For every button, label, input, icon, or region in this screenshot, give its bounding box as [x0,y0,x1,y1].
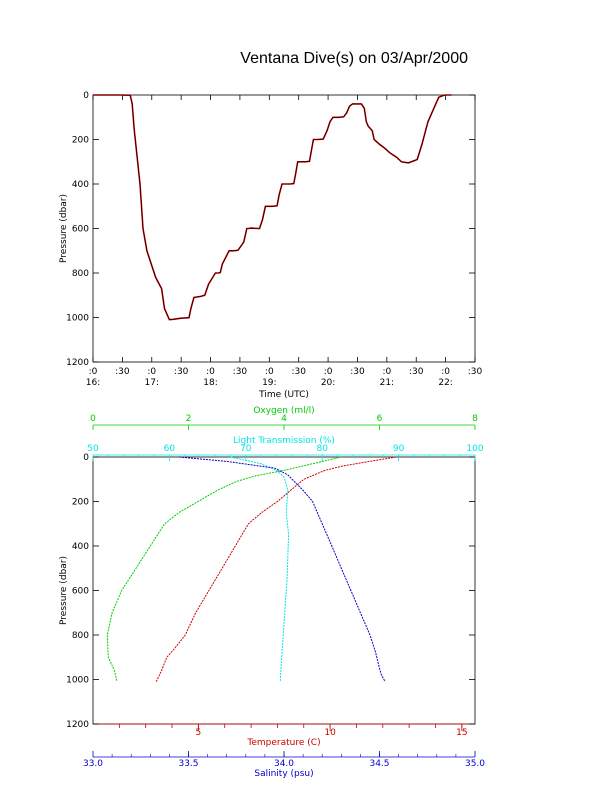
x-hour-label: 20: [321,378,335,388]
y-tick-label: 400 [72,180,89,190]
x-tick-label: :0 [382,367,391,377]
oxygen-tick-label: 4 [281,414,287,424]
oxygen-tick-label: 0 [90,414,96,424]
x-tick-label: :0 [206,367,215,377]
x-axis-label: Time (UTC) [258,390,309,400]
x-tick-label: :0 [265,367,274,377]
time-pressure-chart: 020040060080010001200:0:30:0:30:0:30:0:3… [59,91,483,400]
x-tick-label: :0 [147,367,156,377]
x-hour-label: 19: [262,378,276,388]
x-tick-label: :30 [174,367,189,377]
x-hour-label: 16: [86,378,100,388]
y-tick-label: 200 [72,498,89,508]
x-hour-label: 21: [380,378,394,388]
light-tick-label: 100 [466,444,483,454]
y-tick-label: 1000 [66,314,89,324]
y-tick-label: 1000 [66,676,89,686]
salinity-profile-line [178,456,386,682]
temperature-profile-line [155,456,397,682]
light-profile-line [230,456,290,682]
y-tick-label: 1200 [66,358,89,368]
salinity-axis-label: Salinity (psu) [254,769,313,779]
light-axis-label: Light Transmission (%) [233,436,335,446]
x-hour-label: 22: [438,378,452,388]
salinity-tick-label: 34.0 [274,759,294,769]
page-title: Ventana Dive(s) on 03/Apr/2000 [240,50,468,67]
temperature-tick-label: 15 [456,728,467,738]
x-tick-label: :0 [441,367,450,377]
x-tick-label: :30 [233,367,248,377]
y-axis-label: Pressure (dbar) [59,194,69,263]
y-tick-label: 600 [72,225,89,235]
oxygen-axis-label: Oxygen (ml/l) [253,406,314,416]
oxygen-tick-label: 6 [377,414,383,424]
y-tick-label: 0 [83,91,89,101]
pressure-series-line [93,94,452,321]
y-tick-label: 200 [72,136,89,146]
profile-chart: 0 200 400 600 800 1000 1200 Pressure (dbar) 0 2 4 6… [59,406,485,779]
salinity-tick-label: 34.5 [369,759,389,769]
y-axis-label: Pressure (dbar) [59,556,69,625]
x-tick-label: :30 [350,367,365,377]
salinity-tick-label: 33.0 [83,759,103,769]
salinity-tick-label: 35.0 [465,759,485,769]
light-tick-label: 80 [316,444,328,454]
y-tick-label: 400 [72,542,89,552]
light-tick-label: 90 [393,444,405,454]
plot-frame [92,94,476,363]
light-tick-label: 60 [164,444,176,454]
x-tick-label: :30 [468,367,483,377]
light-tick-label: 70 [240,444,252,454]
x-hour-label: 17: [145,378,159,388]
pressure-series-overlay [93,94,452,321]
oxygen-tick-label: 8 [472,414,478,424]
plot-frame [92,456,476,725]
x-tick-label: :30 [409,367,424,377]
x-tick-label: :30 [115,367,130,377]
x-tick-label: :30 [291,367,306,377]
oxygen-profile-line [106,456,342,682]
x-tick-label: :0 [324,367,333,377]
salinity-tick-label: 33.5 [178,759,198,769]
x-tick-label: :0 [89,367,98,377]
y-tick-label: 600 [72,587,89,597]
y-tick-label: 800 [72,269,89,279]
temperature-axis-label: Temperature (C) [246,738,320,748]
light-tick-label: 50 [87,444,99,454]
y-tick-label: 0 [83,453,89,463]
oxygen-tick-label: 2 [186,414,192,424]
x-hour-label: 18: [203,378,217,388]
temperature-tick-label: 5 [196,728,202,738]
y-tick-label: 1200 [66,720,89,730]
temperature-tick-label: 10 [324,728,336,738]
y-tick-label: 800 [72,631,89,641]
